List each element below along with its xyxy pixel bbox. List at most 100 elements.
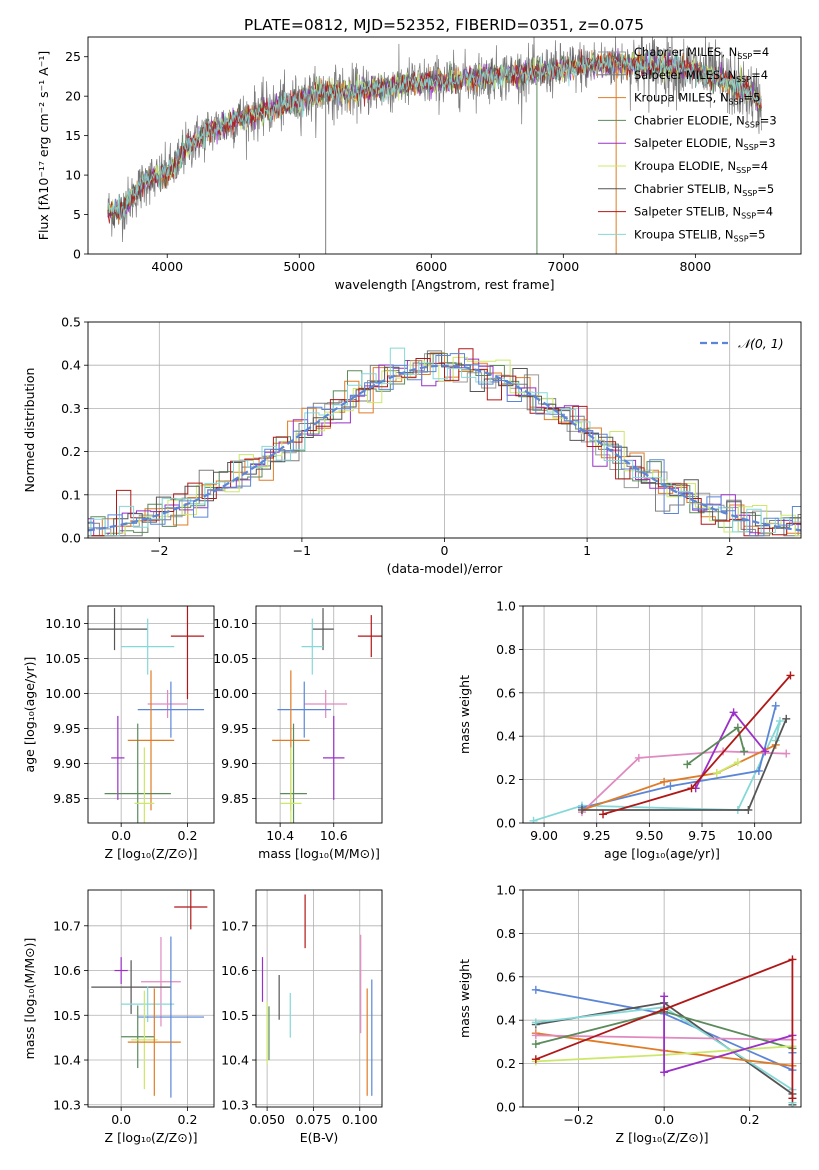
errorbar-point-2 xyxy=(170,606,205,700)
errorbar-point-8 xyxy=(131,990,158,1090)
y-tick-label: 0.1 xyxy=(61,487,81,502)
axes-weight_vs_age: 9.00 9.25 9.50 9.75 10.00 0.0 0.2 0.4 0.6 0.8 1.0 a… xyxy=(457,599,802,861)
errorbar-point-7 xyxy=(111,715,125,800)
errorbar-point-7 xyxy=(121,1005,155,1069)
y-axis-label: Flux [fλ10⁻¹⁷ erg cm⁻² s⁻¹ A⁻¹] xyxy=(36,51,51,240)
x-tick-label: 7000 xyxy=(547,259,579,274)
errorbar-point-7 xyxy=(323,715,345,800)
errorbar-point-8 xyxy=(104,723,171,823)
y-tick-label: 9.85 xyxy=(53,791,81,806)
y-tick-label: 10.7 xyxy=(53,918,81,933)
y-tick-label: 9.90 xyxy=(221,756,249,771)
y-tick-label: 9.95 xyxy=(221,721,249,736)
axes-frame xyxy=(87,889,215,1108)
x-tick-label: −1 xyxy=(293,543,311,558)
weight-line-9 xyxy=(535,958,794,1099)
x-tick-label: 0.050 xyxy=(249,1112,285,1127)
weight-marker xyxy=(660,1068,669,1077)
y-tick-label: 10.10 xyxy=(213,616,249,631)
weight-marker xyxy=(531,985,540,994)
spectrum-model-line-9 xyxy=(107,49,762,221)
x-tick-label: 9.00 xyxy=(530,828,558,843)
weight-marker xyxy=(683,760,692,769)
x-tick-label: 0.2 xyxy=(740,1112,760,1127)
plot-area xyxy=(529,671,795,823)
errorbar-point-3 xyxy=(141,936,181,1027)
y-tick-label: 10.4 xyxy=(53,1053,81,1068)
y-tick-label: 0.0 xyxy=(496,816,516,831)
x-axis-label: wavelength [Angstrom, rest frame] xyxy=(334,277,554,292)
normal-curve xyxy=(88,364,801,532)
errorbar-point-9 xyxy=(280,747,302,823)
errorbar-point-6 xyxy=(127,670,175,811)
y-tick-label: 0.4 xyxy=(496,729,516,744)
weight-line-3 xyxy=(581,750,787,813)
y-tick-label: 10.4 xyxy=(221,1053,249,1068)
y-tick-label: 5 xyxy=(73,207,81,222)
y-tick-label: 10.05 xyxy=(213,651,249,666)
y-tick-label: 10.00 xyxy=(45,686,81,701)
x-tick-label: 5000 xyxy=(283,259,315,274)
errorbar-point-2 xyxy=(357,615,382,658)
x-tick-label: 10.4 xyxy=(266,828,294,843)
weight-marker xyxy=(771,701,780,710)
residual-legend: 𝒩(0, 1) xyxy=(700,336,784,351)
weight-marker xyxy=(531,1040,540,1049)
x-tick-label: 0.0 xyxy=(654,1112,674,1127)
weight-marker xyxy=(531,1055,540,1064)
histogram-step-10 xyxy=(88,353,801,537)
weight-marker xyxy=(634,753,643,762)
legend-label: Salpeter ELODIE, NSSP=3 xyxy=(634,136,776,152)
x-tick-label: 0.0 xyxy=(111,1112,131,1127)
errorbar-point-9 xyxy=(127,988,181,1096)
weight-marker xyxy=(531,1031,540,1040)
weight-marker xyxy=(782,714,791,723)
y-tick-label: 0.6 xyxy=(496,685,516,700)
errorbar-point-3 xyxy=(121,618,175,675)
axes-weight_vs_Z: −0.2 0.0 0.2 0.0 0.2 0.4 0.6 0.8 1.0 Z [log₁₀(Z/Z… xyxy=(457,883,802,1145)
weight-marker xyxy=(529,816,538,823)
weight-marker xyxy=(531,1018,540,1027)
weight-line-2 xyxy=(581,705,777,809)
y-tick-label: 0 xyxy=(73,247,81,262)
y-tick-label: 20 xyxy=(65,89,81,104)
legend-label: Salpeter MILES, NSSP=4 xyxy=(634,68,768,84)
weight-marker xyxy=(733,758,742,767)
weight-marker xyxy=(744,805,753,814)
axes-mass_vs_ebv: 0.050 0.075 0.100 10.3 10.4 10.5 10.6 10.7 E(B-V… xyxy=(221,889,383,1145)
x-tick-label: 0.0 xyxy=(111,828,131,843)
axes-frame xyxy=(87,605,215,824)
x-axis-label: Z [log₁₀(Z/Z⊙)] xyxy=(616,1130,709,1145)
y-axis-label: age [log₁₀(age/yr)] xyxy=(22,657,37,773)
plots-container: 4000 5000 6000 7000 80000510152025wavelength… xyxy=(22,36,802,1145)
x-tick-label: 2 xyxy=(726,543,734,558)
legend-label: Kroupa ELODIE, NSSP=4 xyxy=(634,159,768,175)
y-tick-label: 0.0 xyxy=(496,1100,516,1115)
weight-marker xyxy=(666,782,675,791)
x-axis-label: E(B-V) xyxy=(300,1130,339,1145)
axes-frame xyxy=(255,889,383,1108)
y-tick-label: 15 xyxy=(65,128,81,143)
errorbar-point-9 xyxy=(134,747,155,823)
histogram-step-9 xyxy=(88,347,801,537)
errorbar-point-4 xyxy=(91,960,171,1014)
weight-marker xyxy=(788,1094,797,1103)
x-tick-label: 9.25 xyxy=(583,828,611,843)
y-tick-label: 10.5 xyxy=(221,1008,249,1023)
y-tick-label: 0.8 xyxy=(496,926,516,941)
x-tick-label: 0 xyxy=(441,543,449,558)
x-axis-label: mass [log₁₀(M/M⊙)] xyxy=(258,846,380,861)
y-tick-label: 1.0 xyxy=(496,883,516,898)
y-tick-label: 10.3 xyxy=(53,1097,81,1112)
weight-marker xyxy=(687,784,696,793)
y-axis-label: mass weight xyxy=(457,959,472,1038)
plot-area xyxy=(261,894,373,1096)
histogram-step-8 xyxy=(88,348,801,537)
y-tick-label: 10.7 xyxy=(221,918,249,933)
y-tick-label: 0.4 xyxy=(61,358,81,373)
y-tick-label: 9.95 xyxy=(53,721,81,736)
x-tick-label: −0.2 xyxy=(563,1112,593,1127)
weight-marker xyxy=(599,810,608,819)
legend-label: 𝒩(0, 1) xyxy=(738,336,784,351)
